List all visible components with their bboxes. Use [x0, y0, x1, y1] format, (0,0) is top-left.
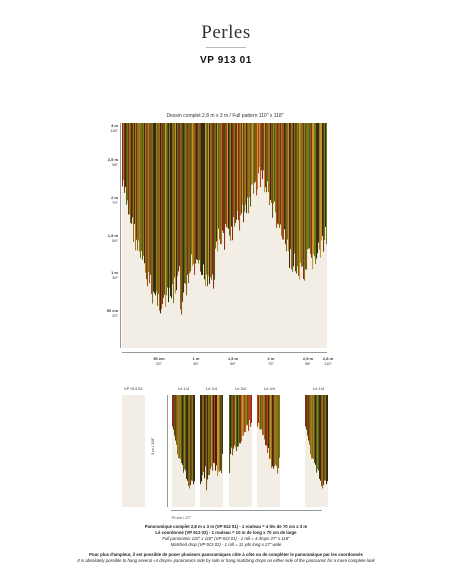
- panel-drop-1-repeat-artwork: [305, 395, 328, 489]
- panel-drop-3-artwork: [229, 395, 252, 474]
- product-reference: VP 913 01: [200, 55, 252, 66]
- y-label: 2 m 79": [111, 195, 118, 205]
- width-dimension-label: 70 cm / 27": [171, 515, 192, 520]
- y-label: 2,5 m 98": [107, 157, 118, 167]
- panel-drop-1-artwork: [172, 395, 195, 489]
- info-line-5: Pour plus d'ampleur, il est possible de …: [89, 552, 363, 557]
- panel-drop-1-repeat: [305, 395, 328, 507]
- info-line-3: Full panoramic 110" x 118" (VP 913 01) -…: [162, 536, 290, 541]
- panel-label-drop-4: Lé 4/4: [264, 386, 276, 391]
- x-label: 1 m 39": [192, 356, 200, 366]
- full-pattern-image: [122, 123, 327, 348]
- pattern-caption: Dessin complet 2,8 m x 3 m / Full patter…: [166, 113, 284, 119]
- y-label: 50 cm 20": [106, 308, 118, 318]
- y-label: 1 m 39": [111, 270, 118, 280]
- panel-drop-3: [229, 395, 252, 507]
- info-line-6: It is absolutely possible to hang severa…: [77, 558, 375, 563]
- x-label: 2 m 79": [267, 356, 275, 366]
- x-label: 50 cm 20": [153, 356, 165, 366]
- y-label: 3 m 118": [110, 123, 118, 133]
- panel-drop-4-artwork: [257, 395, 280, 474]
- y-label: 1,5 m 59": [107, 233, 118, 243]
- pattern-artwork: [122, 123, 327, 315]
- x-label: 2,5 m 98": [302, 356, 314, 366]
- title-divider: [206, 47, 246, 48]
- x-label: 2,8 m 110": [322, 356, 334, 366]
- info-line-4: Matched drop (VP 913 02) - 1 roll = 11 y…: [170, 542, 282, 547]
- info-line-2: Lé coordonné (VP 913 02) - 1 rouleau = 1…: [155, 530, 297, 535]
- panel-label-coordinated: VP 913 02: [124, 386, 143, 391]
- vertical-axis: [120, 123, 121, 348]
- height-dimension-line: [167, 395, 168, 507]
- panel-drop-2: [200, 395, 223, 507]
- panel-label-drop-3: Lé 3/4: [235, 386, 247, 391]
- panel-coordinated: [122, 395, 145, 507]
- panel-drop-4: [257, 395, 280, 507]
- horizontal-axis: [122, 352, 327, 353]
- height-dimension-label: 3 m / 118": [150, 437, 155, 455]
- panel-drop-1: [172, 395, 195, 507]
- panel-drop-2-artwork: [200, 395, 223, 491]
- panel-label-drop-1-repeat: Lé 1/4: [313, 386, 325, 391]
- info-line-1: Panoramique complet 2,8 m x 3 m (VP 913 …: [144, 524, 308, 529]
- width-dimension-line: [171, 510, 322, 511]
- panel-label-drop-2: Lé 2/4: [206, 386, 218, 391]
- x-label: 1,5 m 59": [227, 356, 239, 366]
- panel-label-drop-1: Lé 1/4: [178, 386, 190, 391]
- page-title: Perles: [201, 22, 251, 43]
